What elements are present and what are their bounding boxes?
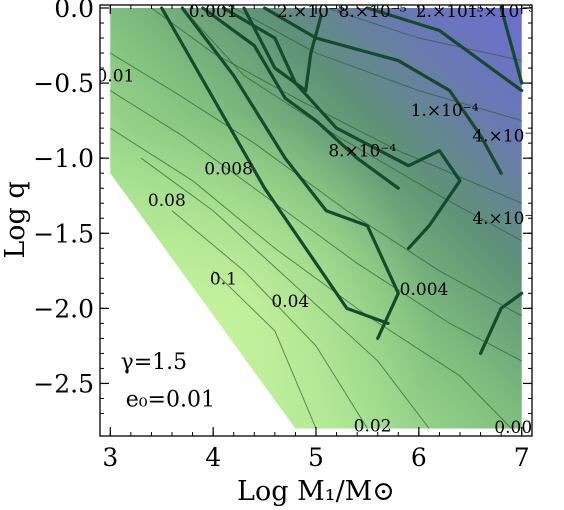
y-tick-label: −2.5: [33, 369, 94, 398]
thick-contour-line: [221, 6, 462, 250]
thick-contour-line: [180, 6, 400, 340]
y-tick-label: 0.0: [54, 0, 94, 23]
contour-label: 0.01: [96, 67, 134, 87]
thin-contour-line: [233, 7, 522, 122]
contour-label: 8.×10⁻⁴: [328, 142, 396, 162]
contour-label: 4.×10⁻⁵: [472, 127, 540, 147]
thin-contour-line: [110, 127, 512, 429]
axis-ticks: [100, 5, 532, 436]
x-tick-label: 4: [205, 443, 221, 472]
x-tick-label: 7: [514, 443, 530, 472]
x-tick-label: 5: [308, 443, 324, 472]
parameter-annotation: e₀=0.01: [126, 387, 215, 412]
contour-label: 2.×10⁻⁵: [416, 2, 484, 22]
low-value-glow: [110, 8, 522, 429]
y-tick-label: −2.0: [33, 294, 94, 323]
contour-label: 0.02: [354, 416, 392, 436]
thin-contour-line: [171, 210, 368, 429]
thin-contour-line: [326, 7, 522, 62]
y-axis-title: Log q: [0, 181, 31, 258]
contour-label: 0.04: [271, 292, 309, 312]
parameter-annotation: γ=1.5: [121, 350, 188, 375]
contour-label: 1.×10⁻⁵: [467, 2, 535, 22]
thin-contour-line: [151, 7, 522, 204]
contour-label: 1.×10⁻⁴: [411, 101, 479, 121]
y-tick-label: −1.0: [33, 144, 94, 173]
thick-contour-line: [365, 6, 524, 93]
thick-contour-line: [242, 6, 323, 93]
thick-contour-line: [201, 6, 400, 190]
thick-contour-line: [262, 6, 503, 175]
thin-contour-line: [212, 270, 317, 429]
thin-contour-line: [110, 90, 522, 362]
contour-label: 8.×10⁻⁵: [339, 2, 407, 22]
thick-contour-group: [160, 6, 524, 356]
x-axis-title: Log M₁/M⊙: [237, 476, 395, 507]
y-tick-label: −0.5: [33, 69, 94, 98]
annotation-group: γ=1.5 e₀=0.01: [121, 350, 215, 413]
thick-contour-line: [478, 291, 524, 356]
thin-contour-line: [181, 7, 522, 242]
contour-label: 0.08: [148, 191, 186, 211]
contour-label: 0.002: [494, 418, 543, 438]
axis-tick-labels: 3 4 5 6 7 0.0 −0.5 −1.0 −1.5 −2.0 −2.5: [33, 0, 529, 472]
y-tick-label: −1.5: [33, 219, 94, 248]
thick-contour-line: [499, 6, 524, 85]
contour-label: 2.×10⁻⁵: [277, 2, 345, 22]
contour-label: 4.×10⁻⁴: [472, 209, 540, 229]
thin-contour-line: [140, 157, 430, 429]
thick-contour-line: [160, 6, 390, 325]
contour-label: 0.1: [210, 269, 237, 289]
x-tick-label: 6: [411, 443, 427, 472]
x-tick-label: 3: [102, 443, 118, 472]
contour-label: 0.008: [204, 160, 253, 180]
contour-label: 0.004: [400, 280, 449, 300]
